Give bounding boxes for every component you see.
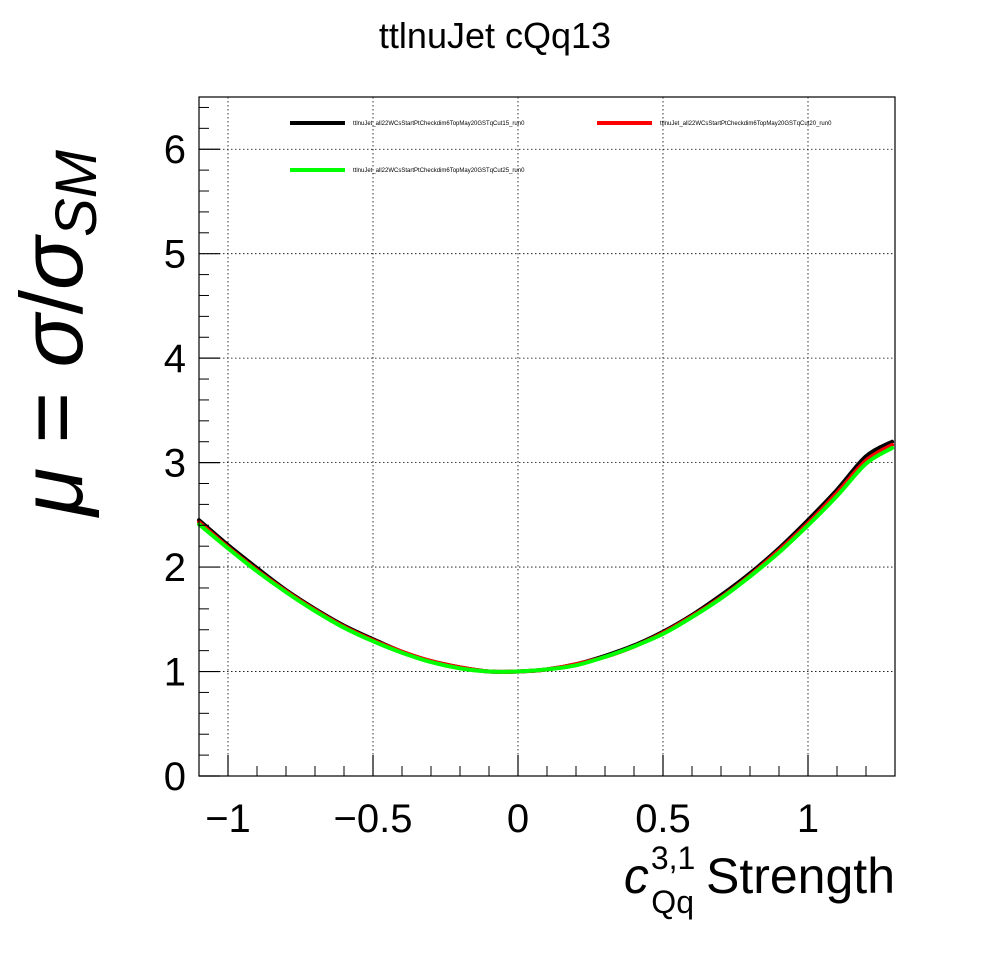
chart-title: ttlnuJet cQq13	[379, 15, 611, 56]
y-axis-label-sigma-sm: σ	[2, 234, 101, 290]
y-tick-label: 0	[164, 755, 186, 799]
y-axis: 0 1 2 3 4 5 6	[164, 106, 220, 799]
x-tick-label: 1	[797, 797, 819, 841]
y-axis-label-equals: =	[2, 367, 101, 467]
legend-label-3: ttlnuJet_all22WCsStartPtCheckdim6TopMay2…	[353, 168, 525, 174]
x-axis-label-symbol: c	[624, 848, 649, 904]
y-axis-label-subscript: SM	[44, 149, 109, 237]
y-tick-label: 3	[164, 442, 186, 486]
x-tick-label: −0.5	[334, 797, 413, 841]
y-tick-label: 6	[164, 128, 186, 172]
grid	[199, 97, 895, 776]
x-axis: −1 −0.5 0 0.5 1	[198, 755, 896, 841]
x-axis-label-superscript: 3,1	[651, 840, 695, 876]
y-axis-label-mu: μ	[2, 468, 101, 518]
y-tick-label: 4	[164, 337, 186, 381]
y-axis-label: μ = σ/σSM	[2, 149, 109, 518]
legend-label-2: ttlnuJet_all22WCsStartPtCheckdim6TopMay2…	[660, 121, 832, 127]
y-tick-label: 2	[164, 546, 186, 590]
x-tick-label: −1	[205, 797, 251, 841]
x-axis-label-text: Strength	[706, 848, 895, 904]
x-axis-label: c3,1 Qq Strength	[624, 840, 895, 920]
legend: ttlnuJet_all22WCsStartPtCheckdim6TopMay2…	[290, 121, 832, 174]
series-layer	[197, 439, 895, 674]
legend-label-1: ttlnuJet_all22WCsStartPtCheckdim6TopMay2…	[353, 121, 525, 127]
y-tick-label: 1	[164, 651, 186, 695]
series-line-3	[197, 446, 895, 674]
x-axis-label-subscript: Qq	[651, 884, 694, 920]
x-tick-label: 0	[507, 797, 529, 841]
x-tick-label: 0.5	[635, 797, 691, 841]
y-tick-label: 5	[164, 233, 186, 277]
y-axis-label-sigma: σ	[2, 311, 101, 367]
y-axis-label-slash: /	[2, 289, 101, 314]
